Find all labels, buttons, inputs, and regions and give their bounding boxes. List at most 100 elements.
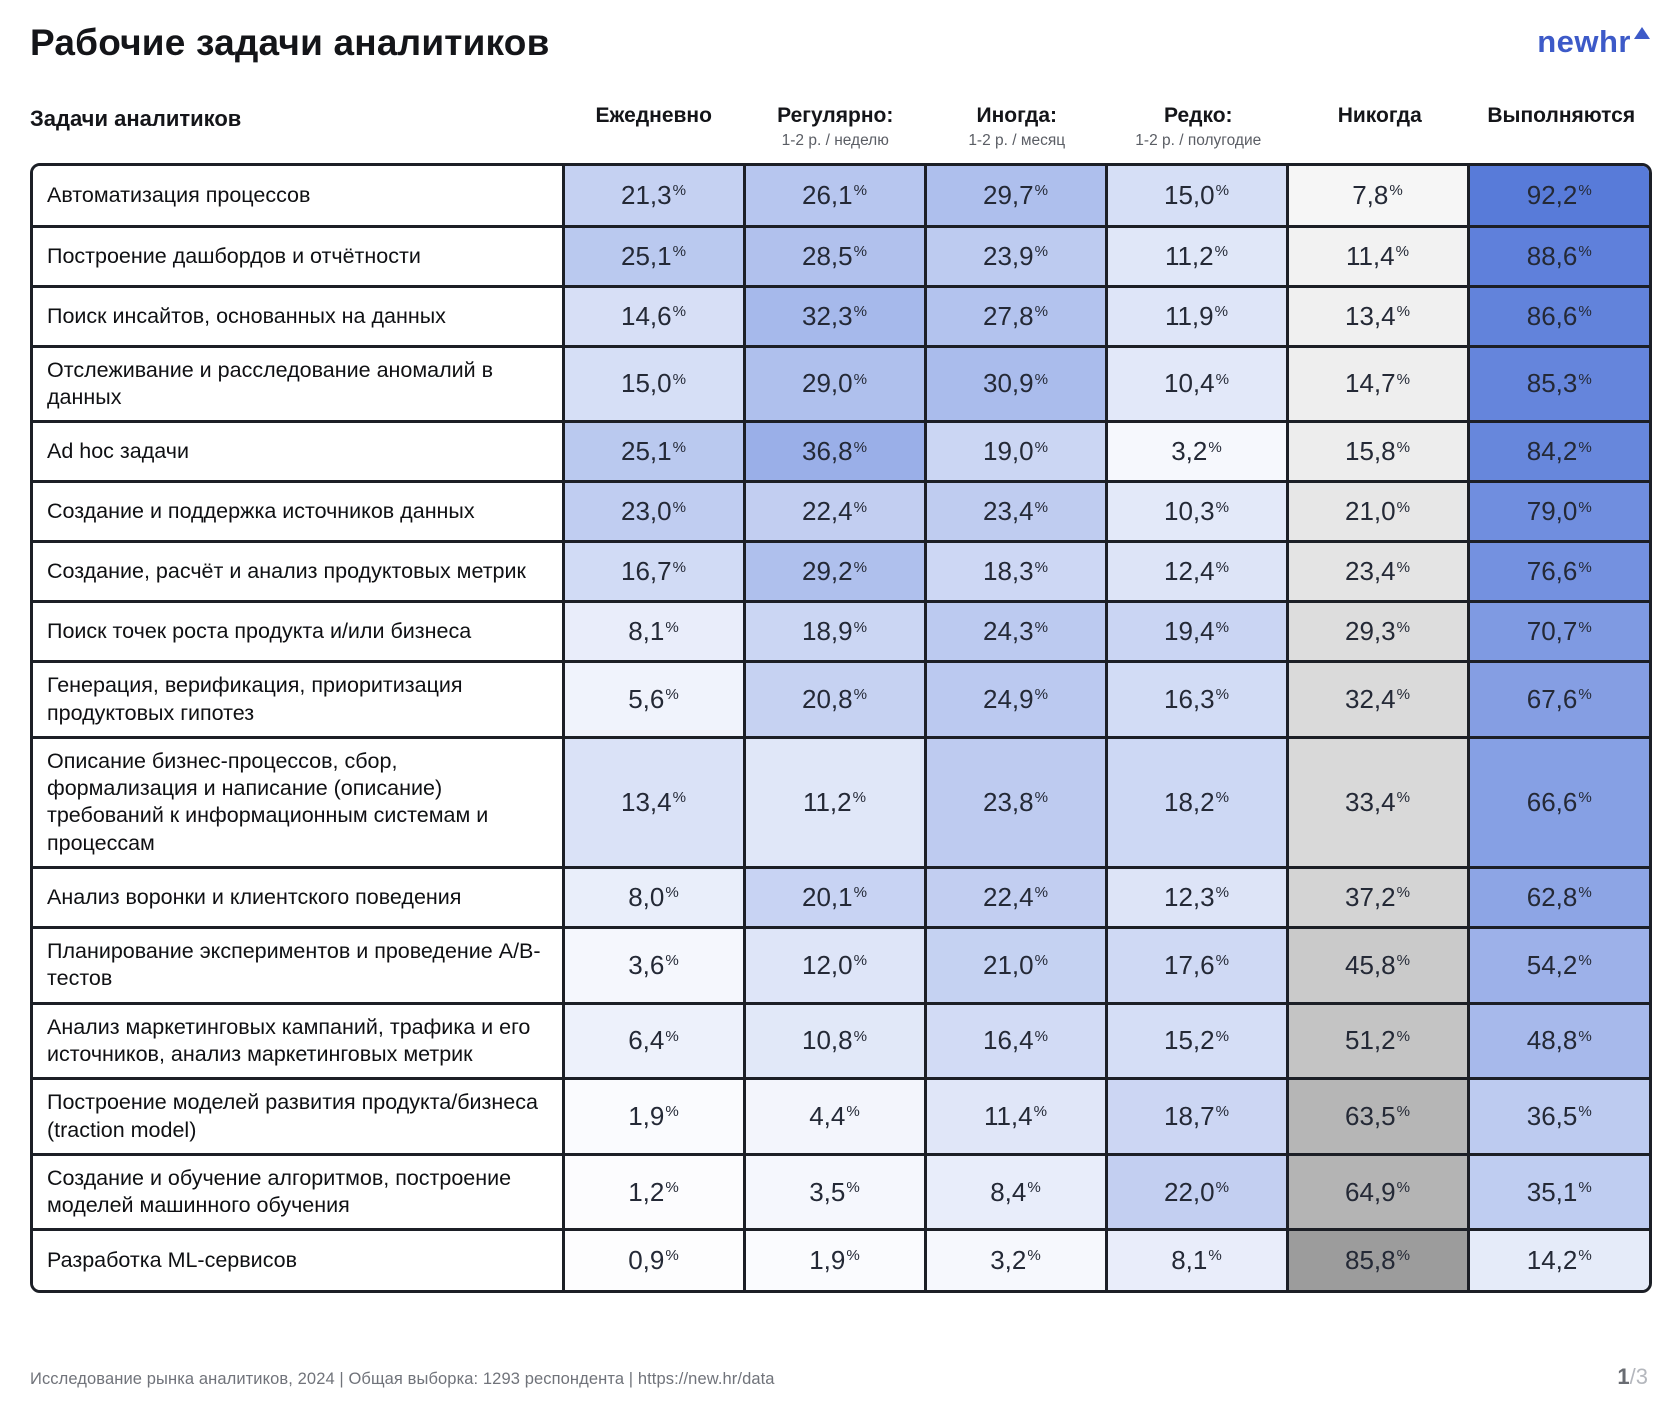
table-row: Разработка ML-сервисов 0,9% 1,9% 3,2% 8,1% 85… [33, 1229, 1649, 1290]
page-title: Рабочие задачи аналитиков [30, 22, 550, 63]
value-text: 84,2 [1526, 436, 1578, 467]
table-row: Построение дашбордов и отчётности 25,1% 28… [33, 226, 1649, 288]
value-cell: 8,1% [563, 601, 746, 664]
percent-sign: % [1215, 789, 1230, 807]
percent-sign: % [853, 1027, 868, 1045]
value-text: 20,1 [801, 882, 853, 913]
column-label: Ежедневно [595, 104, 712, 127]
percent-sign: % [1578, 182, 1592, 200]
value-text: 3,6 [628, 949, 665, 980]
percent-sign: % [846, 1178, 860, 1196]
percent-sign: % [852, 789, 867, 807]
percent-sign: % [1208, 438, 1222, 456]
percent-sign: % [1396, 1178, 1411, 1196]
percent-sign: % [1578, 1247, 1592, 1265]
percent-sign: % [665, 1027, 679, 1045]
value-cell: 29,0% [744, 346, 927, 424]
value-text: 10,3 [1163, 496, 1215, 527]
value-cell: 7,8% [1287, 166, 1470, 228]
percent-sign: % [1396, 558, 1411, 576]
table-row: Создание, расчёт и анализ продуктовых ме… [33, 541, 1649, 604]
value-cell: 29,3% [1287, 601, 1470, 664]
value-cell: 0,9% [563, 1229, 746, 1290]
percent-sign: % [1034, 884, 1049, 902]
value-cell: 11,2% [744, 737, 927, 870]
value-text: 11,4 [983, 1101, 1033, 1132]
percent-sign: % [1034, 302, 1049, 320]
value-cell: 86,6% [1468, 286, 1649, 348]
percent-sign: % [665, 618, 679, 636]
table-row: Отслеживание и расследование аномалий в … [33, 346, 1649, 424]
value-cell: 19,0% [925, 421, 1108, 484]
heatmap-body: Автоматизация процессов 21,3% 26,1% 29,7% 15… [33, 166, 1649, 1290]
value-text: 30,9 [982, 368, 1034, 399]
task-label: Генерация, верификация, приоритизация пр… [33, 661, 565, 739]
value-cell: 14,2% [1468, 1229, 1649, 1290]
value-text: 0,9 [628, 1245, 665, 1276]
percent-sign: % [1578, 686, 1592, 704]
percent-sign: % [1215, 370, 1230, 388]
value-text: 70,7 [1526, 616, 1578, 647]
value-cell: 12,0% [744, 927, 927, 1005]
value-cell: 35,1% [1468, 1154, 1649, 1232]
percent-sign: % [1215, 952, 1230, 970]
percent-sign: % [1396, 1247, 1411, 1265]
percent-sign: % [1034, 438, 1049, 456]
percent-sign: % [672, 242, 687, 260]
percent-sign: % [1033, 1103, 1048, 1121]
percent-sign: % [1034, 618, 1049, 636]
column-label: Никогда [1337, 104, 1422, 127]
value-text: 21,0 [1344, 496, 1396, 527]
percent-sign: % [672, 438, 687, 456]
value-cell: 21,0% [1287, 481, 1470, 544]
value-text: 16,3 [1163, 684, 1215, 715]
value-cell: 48,8% [1468, 1003, 1649, 1081]
percent-sign: % [1578, 884, 1592, 902]
column-label: Редко: [1163, 104, 1233, 127]
value-cell: 67,6% [1468, 661, 1649, 739]
value-text: 8,0 [628, 882, 665, 913]
percent-sign: % [665, 686, 679, 704]
value-cell: 14,6% [563, 286, 746, 348]
value-text: 11,9 [1164, 300, 1214, 331]
column-header-performed: Выполняются [1471, 104, 1653, 132]
value-text: 23,4 [982, 496, 1034, 527]
value-cell: 24,9% [925, 661, 1108, 739]
value-text: 32,4 [1344, 684, 1396, 715]
percent-sign: % [1578, 1027, 1592, 1045]
value-cell: 18,7% [1106, 1078, 1289, 1156]
percent-sign: % [1027, 1247, 1041, 1265]
value-cell: 8,1% [1106, 1229, 1289, 1290]
value-text: 23,4 [1344, 556, 1396, 587]
value-text: 4,4 [809, 1101, 846, 1132]
percent-sign: % [672, 789, 687, 807]
value-cell: 25,1% [563, 421, 746, 484]
value-cell: 15,2% [1106, 1003, 1289, 1081]
value-cell: 15,0% [563, 346, 746, 424]
value-cell: 28,5% [744, 226, 927, 288]
source-note: Исследование рынка аналитиков, 2024 | Об… [30, 1370, 775, 1388]
value-cell: 1,9% [563, 1078, 746, 1156]
page-current: 1 [1617, 1364, 1630, 1389]
percent-sign: % [1389, 182, 1403, 200]
column-header-regularly: Регулярно: 1-2 р. / неделю [745, 104, 927, 149]
percent-sign: % [1034, 558, 1049, 576]
top-bar: Рабочие задачи аналитиков newhr [0, 0, 1680, 64]
value-text: 3,2 [1171, 436, 1208, 467]
value-text: 18,7 [1163, 1101, 1215, 1132]
percent-sign: % [853, 438, 868, 456]
value-text: 12,0 [801, 949, 853, 980]
value-cell: 29,7% [925, 166, 1108, 228]
value-text: 3,2 [990, 1245, 1027, 1276]
value-text: 86,6 [1526, 300, 1578, 331]
value-cell: 23,0% [563, 481, 746, 544]
value-cell: 63,5% [1287, 1078, 1470, 1156]
value-text: 76,6 [1526, 556, 1578, 587]
heatmap-area: Задачи аналитиков Ежедневно Регулярно: 1… [30, 104, 1653, 1293]
value-text: 79,0 [1526, 496, 1578, 527]
value-cell: 30,9% [925, 346, 1108, 424]
value-text: 5,6 [628, 684, 665, 715]
percent-sign: % [1214, 242, 1229, 260]
value-text: 8,1 [628, 616, 665, 647]
column-label: Выполняются [1487, 104, 1636, 127]
